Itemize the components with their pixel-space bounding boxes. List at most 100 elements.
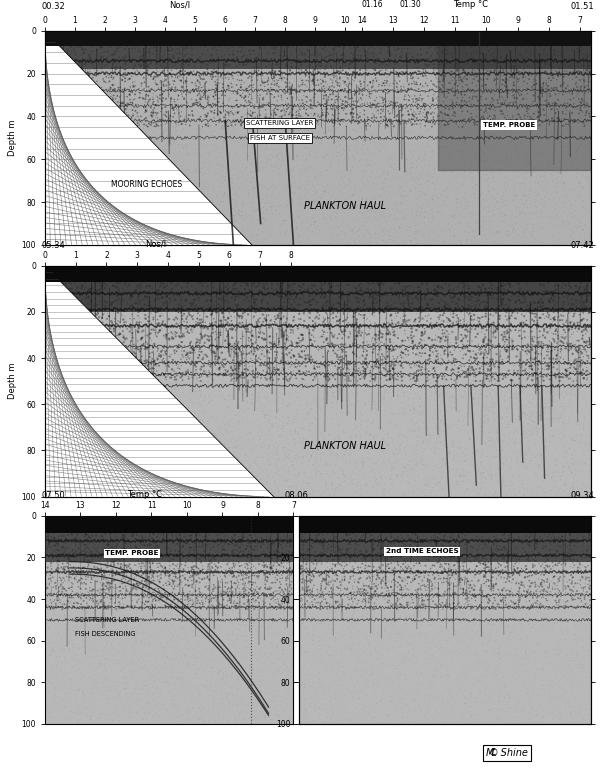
Point bbox=[392, 213, 401, 226]
Point bbox=[495, 520, 505, 532]
Point bbox=[443, 683, 452, 695]
Point bbox=[572, 635, 581, 648]
Point bbox=[474, 557, 484, 569]
Point bbox=[368, 711, 378, 723]
Point bbox=[145, 176, 155, 189]
Point bbox=[199, 641, 209, 654]
Point bbox=[495, 646, 505, 658]
Point bbox=[278, 214, 288, 226]
Point bbox=[568, 515, 577, 527]
Point bbox=[536, 83, 546, 95]
Point bbox=[528, 577, 538, 589]
Point bbox=[325, 641, 334, 654]
Point bbox=[239, 388, 248, 400]
Point bbox=[375, 31, 385, 43]
Point bbox=[44, 118, 54, 130]
Point bbox=[254, 643, 263, 655]
Point bbox=[341, 370, 350, 383]
Point bbox=[223, 283, 233, 296]
Point bbox=[400, 652, 409, 665]
Point bbox=[431, 588, 441, 601]
Point bbox=[493, 197, 502, 209]
Point bbox=[238, 544, 247, 557]
Point bbox=[200, 424, 210, 436]
Point bbox=[463, 616, 473, 628]
Point bbox=[506, 692, 515, 705]
Point bbox=[258, 430, 268, 443]
Point bbox=[122, 403, 131, 416]
Point bbox=[408, 392, 418, 404]
Point bbox=[272, 477, 282, 489]
Point bbox=[167, 295, 176, 307]
Point bbox=[352, 594, 362, 606]
Point bbox=[97, 490, 107, 502]
Point bbox=[274, 176, 284, 188]
Point bbox=[101, 663, 110, 675]
Point bbox=[403, 138, 413, 150]
Point bbox=[271, 454, 280, 466]
Point bbox=[418, 63, 428, 75]
Point bbox=[290, 194, 299, 206]
Point bbox=[102, 582, 112, 594]
Text: 05.34: 05.34 bbox=[42, 241, 66, 250]
Point bbox=[251, 610, 260, 622]
Point bbox=[276, 630, 286, 642]
Point bbox=[329, 81, 339, 93]
Point bbox=[470, 367, 479, 379]
Point bbox=[131, 454, 140, 466]
Point bbox=[396, 181, 406, 193]
Point bbox=[58, 273, 68, 286]
Point bbox=[221, 434, 231, 446]
Point bbox=[341, 194, 350, 206]
Point bbox=[217, 574, 227, 586]
Point bbox=[276, 599, 286, 611]
Point bbox=[187, 323, 196, 336]
Point bbox=[560, 182, 570, 194]
Point bbox=[361, 580, 371, 592]
Point bbox=[342, 559, 352, 571]
Point bbox=[76, 263, 85, 275]
Point bbox=[284, 155, 293, 167]
Point bbox=[46, 418, 56, 430]
Point bbox=[486, 557, 496, 570]
Point bbox=[58, 397, 68, 409]
Point bbox=[184, 701, 193, 714]
Point bbox=[95, 408, 105, 420]
Point bbox=[155, 194, 165, 206]
Point bbox=[233, 699, 243, 711]
Point bbox=[403, 438, 413, 450]
Point bbox=[470, 150, 479, 162]
Point bbox=[164, 390, 174, 402]
Point bbox=[227, 237, 236, 249]
Point bbox=[575, 82, 585, 94]
Point bbox=[115, 440, 124, 453]
Point bbox=[503, 151, 512, 163]
Point bbox=[230, 363, 240, 375]
Point bbox=[571, 323, 580, 335]
Point bbox=[58, 66, 68, 79]
Point bbox=[287, 678, 296, 691]
Point bbox=[406, 597, 415, 609]
Point bbox=[358, 206, 368, 219]
Point bbox=[199, 416, 208, 428]
Point bbox=[342, 544, 352, 556]
Point bbox=[334, 636, 344, 648]
Point bbox=[283, 411, 292, 424]
Point bbox=[176, 30, 185, 42]
Point bbox=[476, 378, 485, 390]
Point bbox=[326, 281, 336, 293]
Point bbox=[278, 572, 287, 584]
Point bbox=[219, 636, 229, 648]
Point bbox=[68, 385, 78, 397]
Point bbox=[311, 224, 321, 236]
Point bbox=[198, 632, 208, 644]
Point bbox=[347, 611, 356, 624]
Point bbox=[574, 344, 583, 357]
Point bbox=[391, 597, 400, 609]
Point bbox=[140, 539, 149, 551]
Point bbox=[146, 581, 156, 594]
Point bbox=[76, 434, 86, 446]
Point bbox=[224, 511, 234, 523]
Point bbox=[305, 138, 314, 150]
Point bbox=[201, 192, 211, 204]
